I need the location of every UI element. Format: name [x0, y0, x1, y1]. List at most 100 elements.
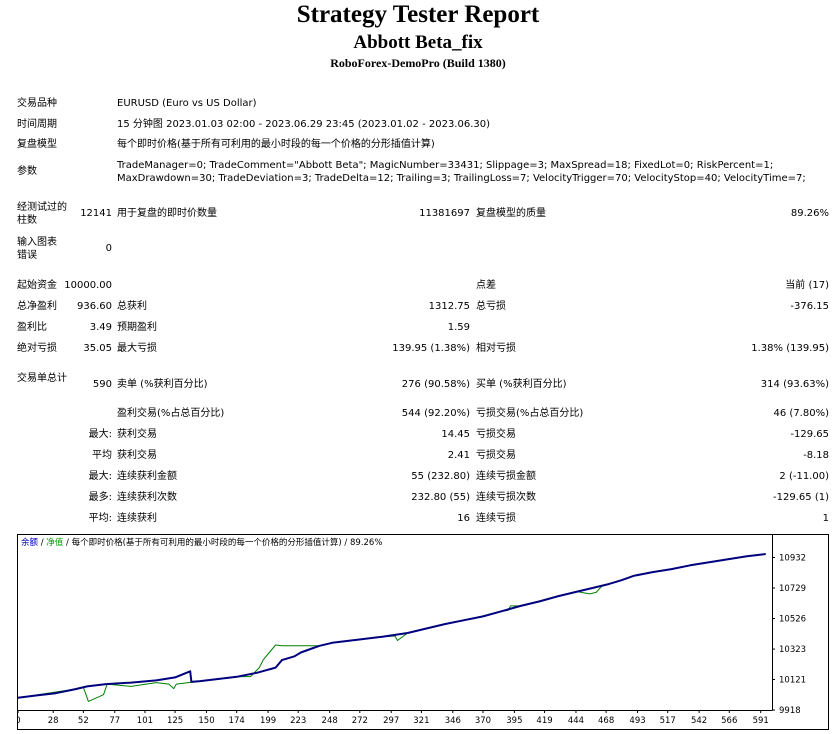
legend-model: 每个即时价格(基于所有可利用的最小时段的每一个价格的分形插值计算) / 89.2…: [72, 537, 383, 548]
y-tick-label: 9918: [779, 706, 801, 716]
report-title: Strategy Tester Report: [296, 1, 540, 28]
expected-payoff-value: 1.59: [447, 322, 470, 333]
legend-balance: 余额: [21, 537, 39, 548]
absolute-drawdown-value: 35.05: [83, 343, 112, 354]
profit-trades-label: 盈利交易(%占总百分比): [117, 408, 225, 419]
bars-tested-label: 经测试过的柱数: [17, 202, 67, 226]
long-positions-value: 314 (93.63%): [760, 379, 829, 390]
loss-trades-value: 46 (7.80%): [773, 408, 829, 419]
params-line-2: MaxDrawdown=30; TradeDeviation=3; TradeD…: [117, 173, 806, 184]
x-tick-label: 468: [598, 716, 614, 726]
gross-profit-label: 总获利: [117, 301, 147, 312]
net-profit-value: 936.60: [77, 301, 112, 312]
spread-label: 点差: [476, 280, 496, 291]
x-tick-label: 125: [167, 716, 183, 726]
x-tick-label: 248: [322, 716, 338, 726]
profit-factor-value: 3.49: [89, 322, 112, 333]
expected-payoff-label: 预期盈利: [117, 322, 157, 333]
maximal-consecutive-profit-label: 连续获利次数: [117, 492, 177, 503]
x-tick-label: 223: [290, 716, 306, 726]
model-quality-label: 复盘模型的质量: [476, 208, 546, 219]
max-drawdown-value: 139.95 (1.38%): [392, 343, 470, 354]
x-tick-label: 77: [109, 716, 120, 726]
average-loss-value: -8.18: [803, 450, 829, 461]
ticks-value: 11381697: [419, 208, 470, 219]
symbol-value: EURUSD (Euro vs US Dollar): [117, 98, 257, 109]
average-profit-value: 2.41: [447, 450, 470, 461]
x-tick-label: 346: [445, 716, 461, 726]
x-tick-label: 321: [413, 716, 429, 726]
long-positions-label: 买单 (%获利百分比): [476, 379, 567, 390]
average-consecutive-losses-value: 1: [822, 513, 829, 524]
x-tick-label: 395: [506, 716, 522, 726]
absolute-drawdown-label: 绝对亏损: [17, 343, 57, 354]
period-value: 15 分钟图 2023.01.03 02:00 - 2023.06.29 23:…: [117, 119, 491, 130]
chart-legend: 余额 / 净值 / 每个即时价格(基于所有可利用的最小时段的每一个价格的分形插值…: [21, 537, 382, 548]
expert-name: Abbott Beta_fix: [353, 32, 483, 53]
model-value: 每个即时价格(基于所有可利用的最小时段的每一个价格的分形插值计算): [117, 139, 435, 150]
x-tick-label: 370: [475, 716, 491, 726]
average-consecutive-losses-label: 连续亏损: [476, 513, 516, 524]
average-profit-label: 获利交易: [117, 450, 157, 461]
params-line-1: TradeManager=0; TradeComment="Abbott Bet…: [117, 160, 774, 171]
bars-tested-value: 12141: [80, 208, 112, 219]
short-positions-label: 卖单 (%获利百分比): [117, 379, 208, 390]
average-label: 平均: [92, 450, 112, 461]
max-consecutive-wins-value: 55 (232.80): [411, 471, 470, 482]
largest-profit-value: 14.45: [441, 429, 470, 440]
x-tick-label: 199: [260, 716, 276, 726]
maximal-consecutive-loss-label: 连续亏损次数: [476, 492, 536, 503]
y-tick-label: 10932: [779, 553, 806, 563]
x-tick-label: 591: [753, 716, 769, 726]
period-label: 时间周期: [17, 119, 57, 130]
relative-drawdown-value: 1.38% (139.95): [751, 343, 829, 354]
maximal-consecutive-loss-value: -129.65 (1): [773, 492, 829, 503]
chart-errors-label: 输入图表错误: [17, 237, 57, 261]
legend-separator-2: /: [63, 538, 71, 548]
x-tick-label: 542: [691, 716, 707, 726]
maximal-label: 最多:: [88, 492, 112, 503]
x-tick-label: 174: [229, 716, 245, 726]
x-tick-label: 493: [629, 716, 645, 726]
average-consecutive-wins-label: 连续获利: [117, 513, 157, 524]
average-loss-label: 亏损交易: [476, 450, 516, 461]
x-tick-label: 272: [352, 716, 368, 726]
x-tick-label: 52: [78, 716, 89, 726]
x-tick-label: 150: [198, 716, 214, 726]
gross-loss-label: 总亏损: [476, 301, 506, 312]
deposit-label: 起始资金: [17, 280, 57, 291]
y-tick-label: 10323: [779, 645, 806, 655]
x-tick-label: 0: [17, 716, 21, 726]
total-trades-label: 交易单总计: [17, 373, 67, 384]
maximal-consecutive-profit-value: 232.80 (55): [411, 492, 470, 503]
gross-profit-value: 1312.75: [428, 301, 470, 312]
x-tick-label: 444: [568, 716, 584, 726]
y-tick-label: 10121: [779, 675, 806, 685]
ticks-label: 用于复盘的即时价数量: [117, 208, 217, 219]
x-tick-label: 297: [383, 716, 399, 726]
chart-border: [17, 534, 829, 730]
model-label: 复盘模型: [17, 139, 57, 150]
deposit-value: 10000.00: [64, 280, 112, 291]
profit-trades-value: 544 (92.20%): [401, 408, 470, 419]
maximum-label: 最大:: [88, 471, 112, 482]
symbol-label: 交易品种: [17, 98, 57, 109]
max-consecutive-losses-value: 2 (-11.00): [779, 471, 829, 482]
relative-drawdown-label: 相对亏损: [476, 343, 516, 354]
balance-chart-svg: 余额 / 净值 / 每个即时价格(基于所有可利用的最小时段的每一个价格的分形插值…: [15, 534, 829, 730]
average-consecutive-wins-value: 16: [457, 513, 470, 524]
profit-factor-label: 盈利比: [17, 322, 47, 333]
short-positions-value: 276 (90.58%): [401, 379, 470, 390]
x-tick-label: 101: [137, 716, 153, 726]
balance-chart: 余额 / 净值 / 每个即时价格(基于所有可利用的最小时段的每一个价格的分形插值…: [15, 534, 829, 730]
max-consecutive-losses-label: 连续亏损金额: [476, 471, 536, 482]
x-tick-label: 28: [48, 716, 59, 726]
legend-separator-1: /: [38, 538, 46, 548]
largest-profit-label: 获利交易: [117, 429, 157, 440]
gross-loss-value: -376.15: [790, 301, 829, 312]
y-tick-label: 10526: [779, 615, 806, 625]
largest-loss-label: 亏损交易: [476, 429, 516, 440]
loss-trades-label: 亏损交易(%占总百分比): [476, 408, 584, 419]
x-tick-label: 517: [660, 716, 676, 726]
spread-value: 当前 (17): [785, 280, 829, 291]
